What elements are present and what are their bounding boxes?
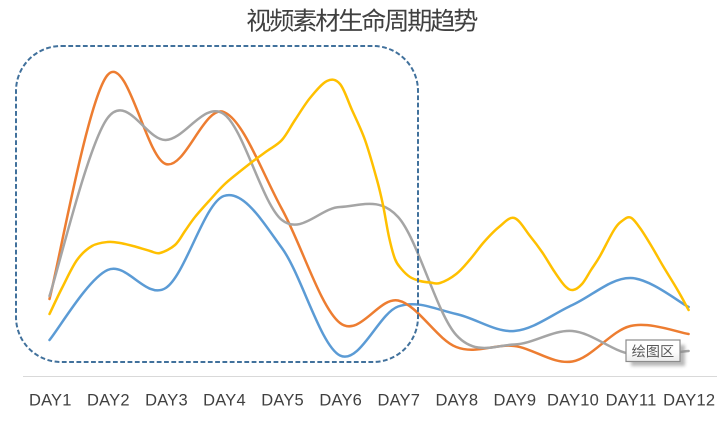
- svg-text:DAY10: DAY10: [547, 391, 599, 409]
- svg-text:DAY4: DAY4: [203, 391, 246, 409]
- svg-text:DAY11: DAY11: [606, 391, 657, 409]
- svg-text:DAY9: DAY9: [494, 391, 537, 409]
- svg-text:DAY3: DAY3: [145, 391, 188, 409]
- svg-text:DAY5: DAY5: [261, 391, 304, 409]
- svg-text:DAY6: DAY6: [319, 391, 362, 409]
- svg-text:DAY1: DAY1: [29, 391, 72, 409]
- svg-text:DAY12: DAY12: [663, 391, 715, 409]
- svg-text:DAY7: DAY7: [377, 391, 420, 409]
- svg-text:DAY8: DAY8: [436, 391, 479, 409]
- svg-text:DAY2: DAY2: [87, 391, 130, 409]
